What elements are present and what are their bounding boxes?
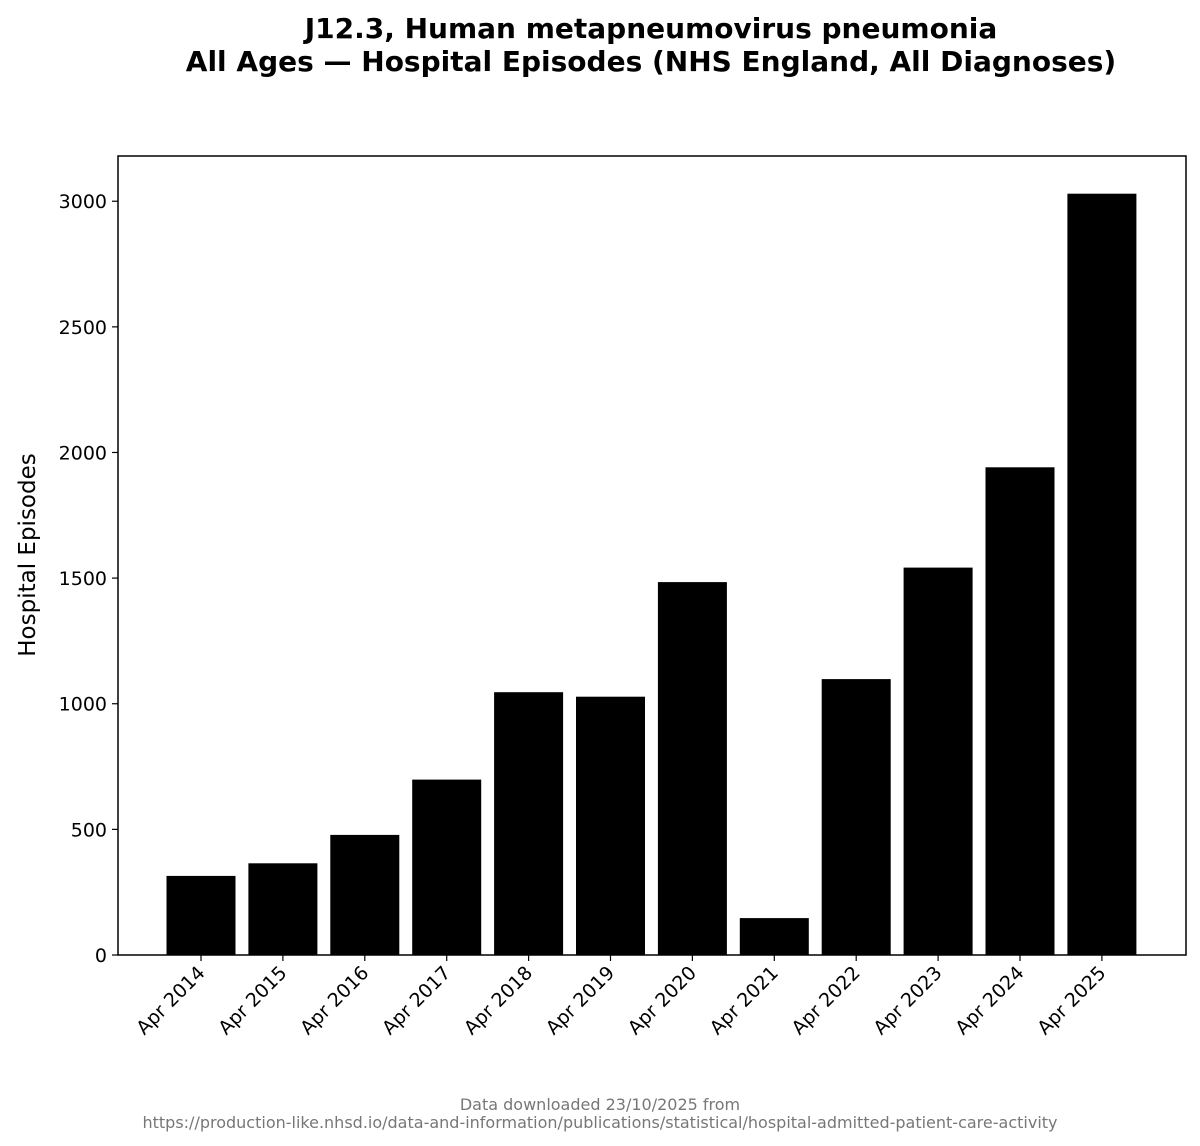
x-tick-label: Apr 2014 [132, 962, 209, 1039]
chart-title-line-1: J12.3, Human metapneumovirus pneumonia [303, 12, 998, 45]
y-tick-label: 3000 [59, 191, 107, 213]
bar-apr-2019 [576, 696, 645, 955]
footer-line-2: https://production-like.nhsd.io/data-and… [142, 1113, 1057, 1132]
bar-apr-2021 [739, 918, 809, 955]
x-tick-label: Apr 2025 [1033, 962, 1110, 1039]
bar-apr-2014 [166, 875, 236, 955]
x-tick-label: Apr 2015 [214, 962, 291, 1039]
y-tick-label: 0 [95, 945, 107, 967]
bar-apr-2022 [821, 679, 891, 955]
bar-apr-2018 [494, 692, 564, 955]
x-tick-label: Apr 2018 [460, 962, 537, 1039]
bar-apr-2015 [248, 863, 318, 955]
bar-apr-2016 [330, 834, 400, 955]
axes-frame [117, 155, 1187, 956]
chart-title-line-2: All Ages — Hospital Episodes (NHS Englan… [186, 45, 1116, 78]
y-tick-label: 2000 [59, 442, 107, 464]
y-tick-label: 1000 [59, 694, 107, 716]
x-tick-label: Apr 2022 [787, 962, 864, 1039]
y-tick-label: 1500 [59, 568, 107, 590]
x-tick-label: Apr 2016 [296, 962, 373, 1039]
y-tick-label: 2500 [59, 317, 107, 339]
footer-line-1: Data downloaded 23/10/2025 from [460, 1095, 740, 1114]
x-tick-label: Apr 2021 [706, 962, 783, 1039]
bar-apr-2017 [412, 779, 482, 955]
x-tick-label: Apr 2017 [378, 962, 455, 1039]
x-tick-label: Apr 2024 [951, 962, 1028, 1039]
y-tick-label: 500 [71, 819, 107, 841]
bars [166, 193, 1137, 955]
bar-apr-2020 [657, 582, 727, 955]
y-axis: 0 500 1000 1500 2000 2500 3000 [59, 191, 118, 967]
bar-apr-2024 [985, 467, 1055, 955]
x-axis: Apr 2014 Apr 2015 Apr 2016 Apr 2017 Apr 2018… [132, 955, 1110, 1039]
x-tick-label: Apr 2023 [869, 962, 946, 1039]
x-tick-label: Apr 2019 [542, 962, 619, 1039]
y-axis-label: Hospital Episodes [15, 453, 41, 656]
bar-apr-2025 [1067, 193, 1137, 955]
bar-apr-2023 [903, 567, 973, 955]
x-tick-label: Apr 2020 [624, 962, 701, 1039]
